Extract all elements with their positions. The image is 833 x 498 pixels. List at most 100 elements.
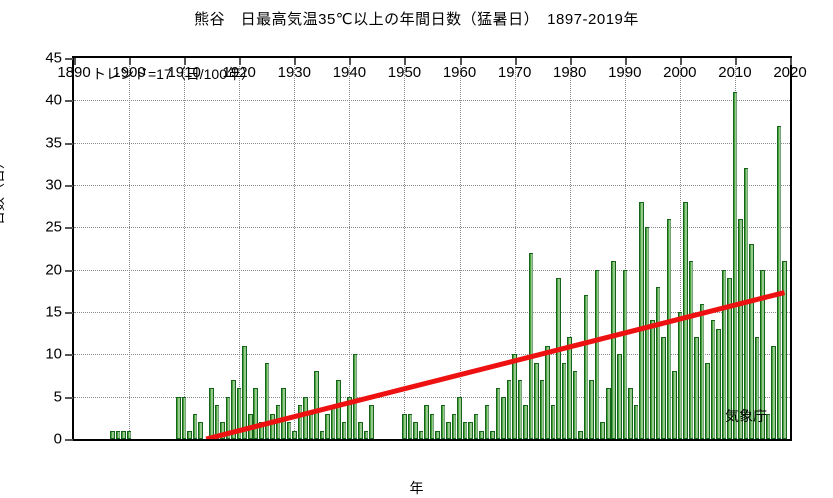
bar [281, 388, 286, 439]
bar [738, 218, 743, 439]
y-axis-label: 日数（日） [0, 155, 6, 225]
bar [556, 278, 561, 439]
bar [446, 422, 451, 439]
bar [628, 388, 633, 439]
x-tick-mark [74, 58, 76, 65]
bar [363, 430, 369, 439]
bar [297, 405, 303, 439]
y-tick-mark [65, 269, 73, 272]
bar [473, 413, 479, 439]
y-tick-label: 35 [45, 134, 62, 152]
x-tick-label: 1970 [497, 64, 532, 81]
bar [314, 371, 319, 439]
bar [501, 396, 506, 439]
bar [192, 413, 198, 439]
bar [424, 405, 429, 439]
bar [583, 295, 589, 439]
bar [528, 252, 534, 439]
bar [594, 269, 600, 439]
gridline-horizontal [74, 312, 790, 313]
y-tick-mark [65, 58, 73, 60]
y-tick-label: 40 [45, 91, 62, 109]
bar [639, 201, 644, 439]
bar [413, 422, 418, 439]
bar [253, 388, 258, 439]
bar [688, 261, 694, 439]
bar [468, 422, 473, 439]
bar [782, 261, 787, 439]
x-tick-label: 1990 [608, 64, 642, 81]
x-tick-label: 2020 [773, 64, 807, 81]
credit-label: 気象庁 [725, 408, 767, 424]
bar [176, 396, 181, 439]
x-tick-label: 1900 [112, 64, 146, 81]
gridline-vertical [514, 58, 516, 439]
bar [699, 303, 705, 439]
bar [490, 430, 495, 439]
bar [110, 430, 115, 439]
bar [760, 269, 765, 439]
gridline-horizontal [74, 269, 790, 271]
x-tick-label: 2010 [718, 64, 752, 81]
bar [677, 312, 683, 439]
y-tick-mark [65, 396, 73, 399]
bar [512, 354, 517, 439]
gridline-horizontal [74, 142, 790, 144]
y-tick-mark [65, 439, 73, 441]
bar [600, 422, 605, 439]
x-tick-label: 2000 [663, 64, 697, 81]
bar [633, 405, 639, 439]
x-tick-mark [624, 58, 627, 65]
bar [187, 430, 192, 439]
bar [435, 430, 440, 439]
bar [292, 430, 297, 439]
x-tick-mark [239, 58, 242, 65]
gridline-vertical [624, 58, 626, 439]
bar [418, 430, 424, 439]
y-tick-mark [65, 354, 73, 357]
bar [517, 379, 523, 439]
x-tick-mark [679, 58, 682, 65]
y-tick-mark [65, 312, 73, 314]
bar [650, 320, 655, 439]
x-tick-label: 1940 [332, 64, 367, 81]
gridline-vertical [294, 58, 296, 439]
bar [605, 388, 611, 439]
bar [286, 422, 292, 439]
bar [126, 430, 132, 439]
gridline-vertical [569, 58, 571, 439]
bar [578, 430, 583, 439]
bar [319, 430, 325, 439]
bar [655, 286, 661, 439]
bar [534, 362, 539, 439]
y-tick-label: 15 [45, 303, 62, 321]
x-tick-mark [734, 58, 737, 65]
x-tick-label: 1950 [387, 64, 422, 81]
x-tick-mark [459, 58, 462, 65]
trend-annotation: トレンド=17（日/100年） [92, 66, 255, 82]
bar [710, 320, 716, 439]
bar [523, 405, 528, 439]
y-tick-label: 5 [53, 388, 62, 406]
bar [352, 354, 358, 439]
bar [336, 379, 341, 439]
x-tick-label: 1930 [277, 64, 311, 81]
gridline-horizontal [74, 185, 790, 186]
bar [561, 362, 567, 439]
y-tick-mark [65, 142, 73, 145]
bar [694, 337, 699, 439]
bar [236, 388, 242, 439]
bar [732, 91, 738, 439]
x-tick-label: 1980 [553, 64, 587, 81]
bar [115, 430, 121, 439]
x-tick-mark [129, 58, 132, 65]
bar [661, 337, 666, 439]
bar [407, 413, 413, 439]
x-tick-label: 1910 [167, 64, 201, 81]
x-tick-label: 1920 [222, 64, 256, 81]
bar [754, 337, 760, 439]
bar [506, 379, 512, 439]
bar [567, 337, 572, 439]
bar [672, 371, 677, 439]
